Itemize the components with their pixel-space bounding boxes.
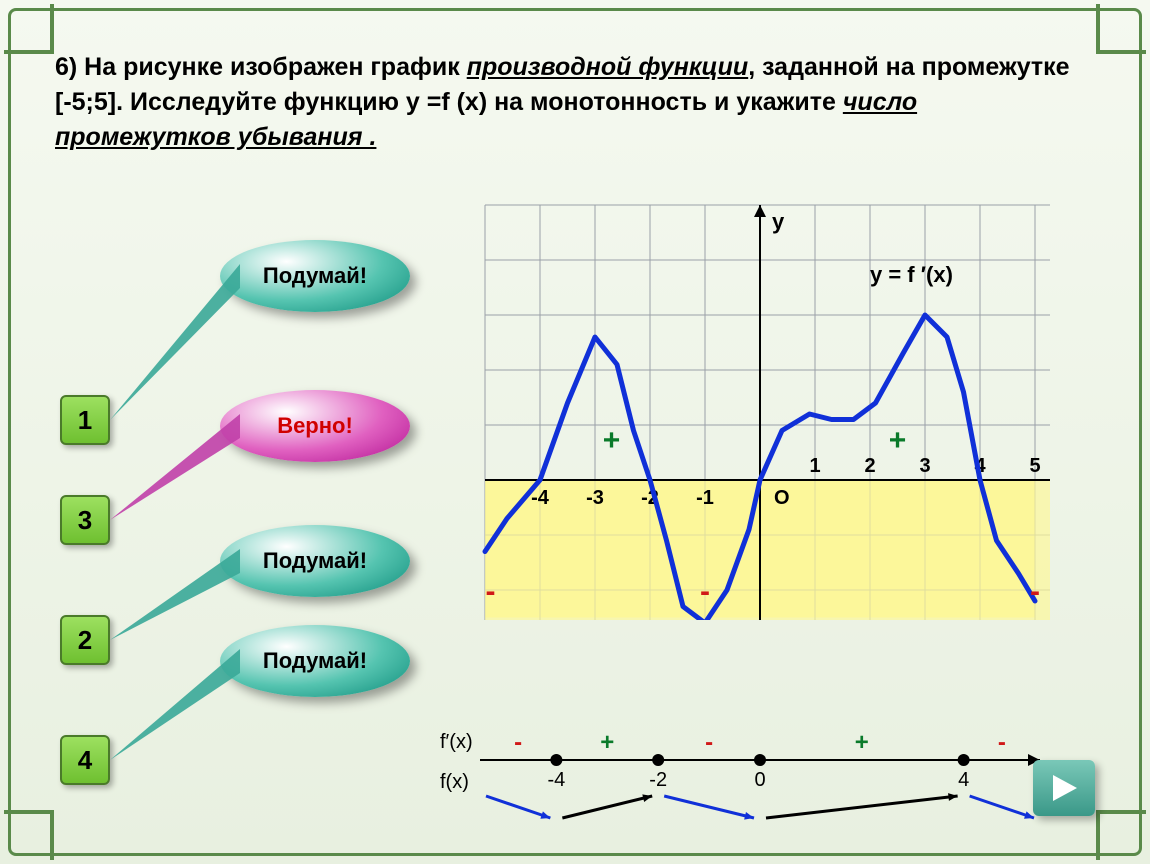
svg-text:-: - [1030,575,1040,608]
svg-text:f(x): f(x) [440,771,469,793]
chart-svg: -4-3-2-112345Oyxy = f ′(x)++--- [430,180,1050,620]
svg-text:-: - [700,575,710,608]
next-button[interactable] [1033,760,1095,816]
svg-text:5: 5 [1029,455,1040,477]
number-line-svg: f′(x) f(x) -4 -2 0 4 - + - + - [430,720,1050,830]
svg-text:-: - [486,575,496,608]
svg-text:-2: -2 [649,769,667,791]
bubble-tail [100,625,280,825]
svg-text:-: - [705,729,713,756]
svg-text:-: - [514,729,522,756]
svg-text:-: - [998,729,1006,756]
derivative-chart: -4-3-2-112345Oyxy = f ′(x)++--- [430,180,1050,620]
svg-text:+: + [603,424,621,457]
svg-text:y: y [772,209,785,234]
svg-text:y = f ′(x): y = f ′(x) [870,262,953,287]
svg-text:1: 1 [809,455,820,477]
svg-text:+: + [600,729,614,756]
svg-text:f′(x): f′(x) [440,731,473,753]
svg-text:-4: -4 [547,769,565,791]
svg-text:O: O [774,487,790,509]
question-text: 6) На рисунке изображен график производн… [55,50,1095,155]
svg-text:+: + [855,729,869,756]
svg-text:2: 2 [864,455,875,477]
svg-text:3: 3 [919,455,930,477]
play-icon [1049,773,1079,803]
svg-text:0: 0 [754,769,765,791]
question-underline-1: производной функции [467,53,749,81]
svg-text:4: 4 [958,769,969,791]
svg-text:-1: -1 [696,487,714,509]
svg-text:-3: -3 [586,487,604,509]
question-prefix: 6) На рисунке изображен график [55,53,467,81]
sign-number-line: f′(x) f(x) -4 -2 0 4 - + - + - [430,720,1050,820]
svg-text:+: + [889,424,907,457]
